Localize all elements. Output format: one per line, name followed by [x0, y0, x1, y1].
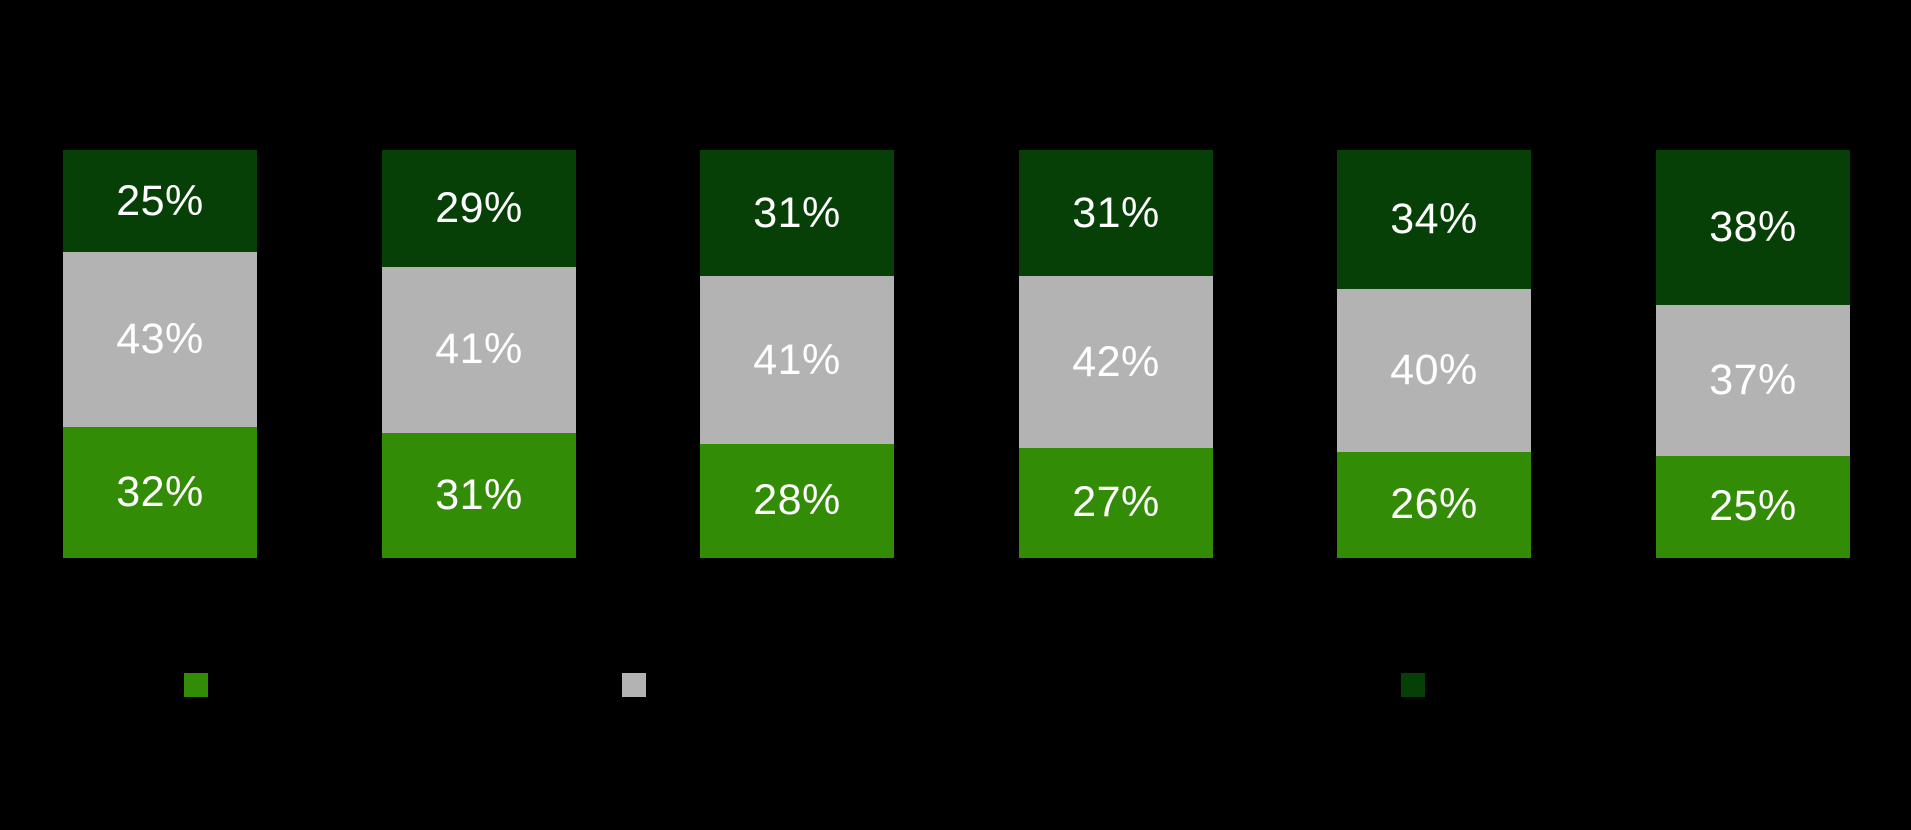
data-label: 27% — [1072, 478, 1160, 527]
data-label: 38% — [1709, 203, 1797, 252]
bar-column: 38% 37% 25% — [1656, 150, 1850, 558]
data-label: 28% — [753, 476, 841, 525]
bar-segment-dark-green: 31% — [700, 150, 894, 277]
bar-segment-gray: 42% — [1019, 276, 1213, 448]
data-label: 25% — [1709, 482, 1797, 531]
bar-segment-green: 28% — [700, 443, 894, 558]
bar-column: 31% 41% 28% — [700, 150, 894, 558]
bar-segment-dark-green: 25% — [63, 150, 257, 252]
bar-segment-green: 26% — [1337, 451, 1531, 558]
bar-segment-gray: 37% — [1656, 305, 1850, 456]
bar-segment-dark-green: 31% — [1019, 150, 1213, 277]
bar-segment-green: 32% — [63, 427, 257, 558]
bar-segment-dark-green: 34% — [1337, 150, 1531, 289]
data-label: 31% — [1072, 188, 1160, 237]
bar-column: 29% 41% 31% — [382, 150, 576, 559]
bar-segment-gray: 43% — [63, 252, 257, 428]
bar-segment-dark-green: 38% — [1656, 150, 1850, 306]
legend-swatch-dark-green — [1401, 673, 1425, 697]
data-label: 40% — [1390, 345, 1478, 394]
data-label: 29% — [435, 184, 523, 233]
data-label: 25% — [116, 176, 204, 225]
data-label: 37% — [1709, 356, 1797, 404]
data-label: 41% — [753, 335, 841, 384]
data-label: 31% — [753, 188, 841, 237]
bar-column: 31% 42% 27% — [1019, 150, 1213, 558]
bar-segment-gray: 41% — [382, 267, 576, 433]
data-label: 32% — [116, 468, 204, 517]
data-label: 34% — [1390, 194, 1478, 243]
bar-segment-dark-green: 29% — [382, 150, 576, 268]
bar-column: 25% 43% 32% — [63, 150, 257, 558]
bar-segment-green: 25% — [1656, 455, 1850, 558]
bar-segment-green: 31% — [382, 432, 576, 559]
data-label: 26% — [1390, 480, 1478, 529]
legend-swatch-gray — [622, 673, 646, 697]
data-label: 43% — [116, 315, 204, 364]
bar-segment-green: 27% — [1019, 447, 1213, 558]
bar-column: 34% 40% 26% — [1337, 150, 1531, 558]
data-label: 31% — [435, 470, 523, 519]
bar-segment-gray: 41% — [700, 276, 894, 444]
bar-segment-gray: 40% — [1337, 288, 1531, 452]
data-label: 41% — [435, 325, 523, 374]
legend-swatch-green — [184, 673, 208, 697]
data-label: 42% — [1072, 337, 1160, 386]
